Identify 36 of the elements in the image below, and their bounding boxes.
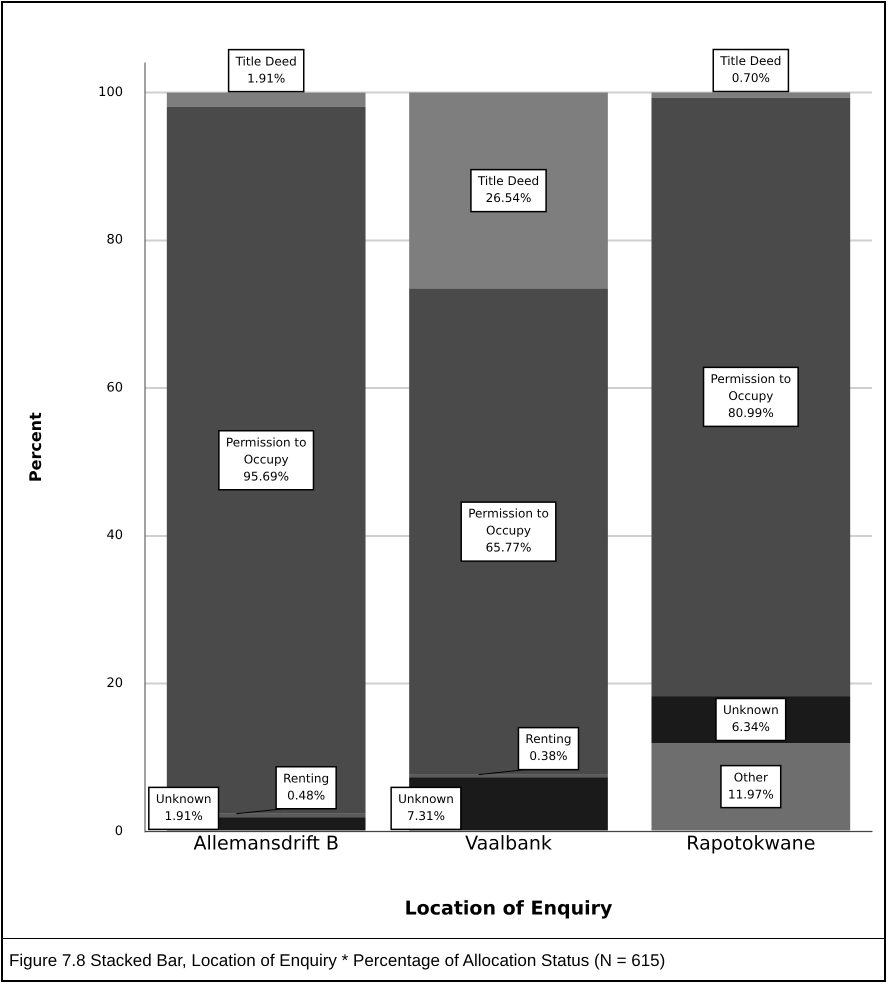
data-label: 0.70%	[732, 71, 770, 86]
data-label: 11.97%	[728, 787, 774, 802]
y-tick-label: 20	[106, 676, 124, 692]
y-tick-label: 0	[114, 824, 124, 839]
series-label: Permission to Occupy	[226, 435, 306, 466]
y-axis-title: Percent	[26, 412, 45, 482]
x-axis-title: Location of Enquiry	[404, 898, 614, 920]
text: Title Deed	[478, 174, 540, 188]
y-tick-label: 40	[106, 528, 124, 544]
data-label: 1.91%	[247, 71, 286, 86]
data-label: 26.54%	[486, 191, 532, 206]
text: Title Deed	[720, 54, 782, 68]
text: Unknown	[398, 792, 454, 806]
text: Title Deed	[234, 54, 297, 68]
series-label: Unknown	[722, 703, 779, 718]
text: Permission to Occupy	[468, 506, 549, 538]
series-label: Other	[734, 770, 768, 784]
data-label: 7.31%	[406, 809, 446, 824]
text: Unknown	[156, 792, 212, 806]
y-tick-label: 100	[98, 84, 124, 100]
data-label: 80.99%	[728, 406, 774, 420]
text: Permission to Occupy	[710, 372, 792, 404]
data-label: 6.34%	[732, 720, 770, 734]
x-tick-label: Vaalbank	[465, 832, 552, 855]
text: Renting	[283, 771, 330, 786]
data-label: 0.38%	[529, 749, 568, 764]
data-label: 0.48%	[287, 788, 326, 802]
x-tick-label: Allemansdrift B	[193, 832, 339, 855]
data-label: 65.77%	[486, 540, 532, 555]
caption: Figure 7.8 Stacked Bar, Location of Enquiry * Percentage of Allocation Status (N = 615)	[3, 938, 884, 982]
data-label: 1.91%	[164, 809, 203, 824]
data-label: 95.69%	[243, 469, 290, 484]
y-tick-label: 60	[106, 380, 124, 396]
text: Renting	[525, 732, 572, 746]
x-tick-label: Rapotokwane	[686, 832, 816, 855]
y-tick-label: 80	[106, 232, 124, 248]
